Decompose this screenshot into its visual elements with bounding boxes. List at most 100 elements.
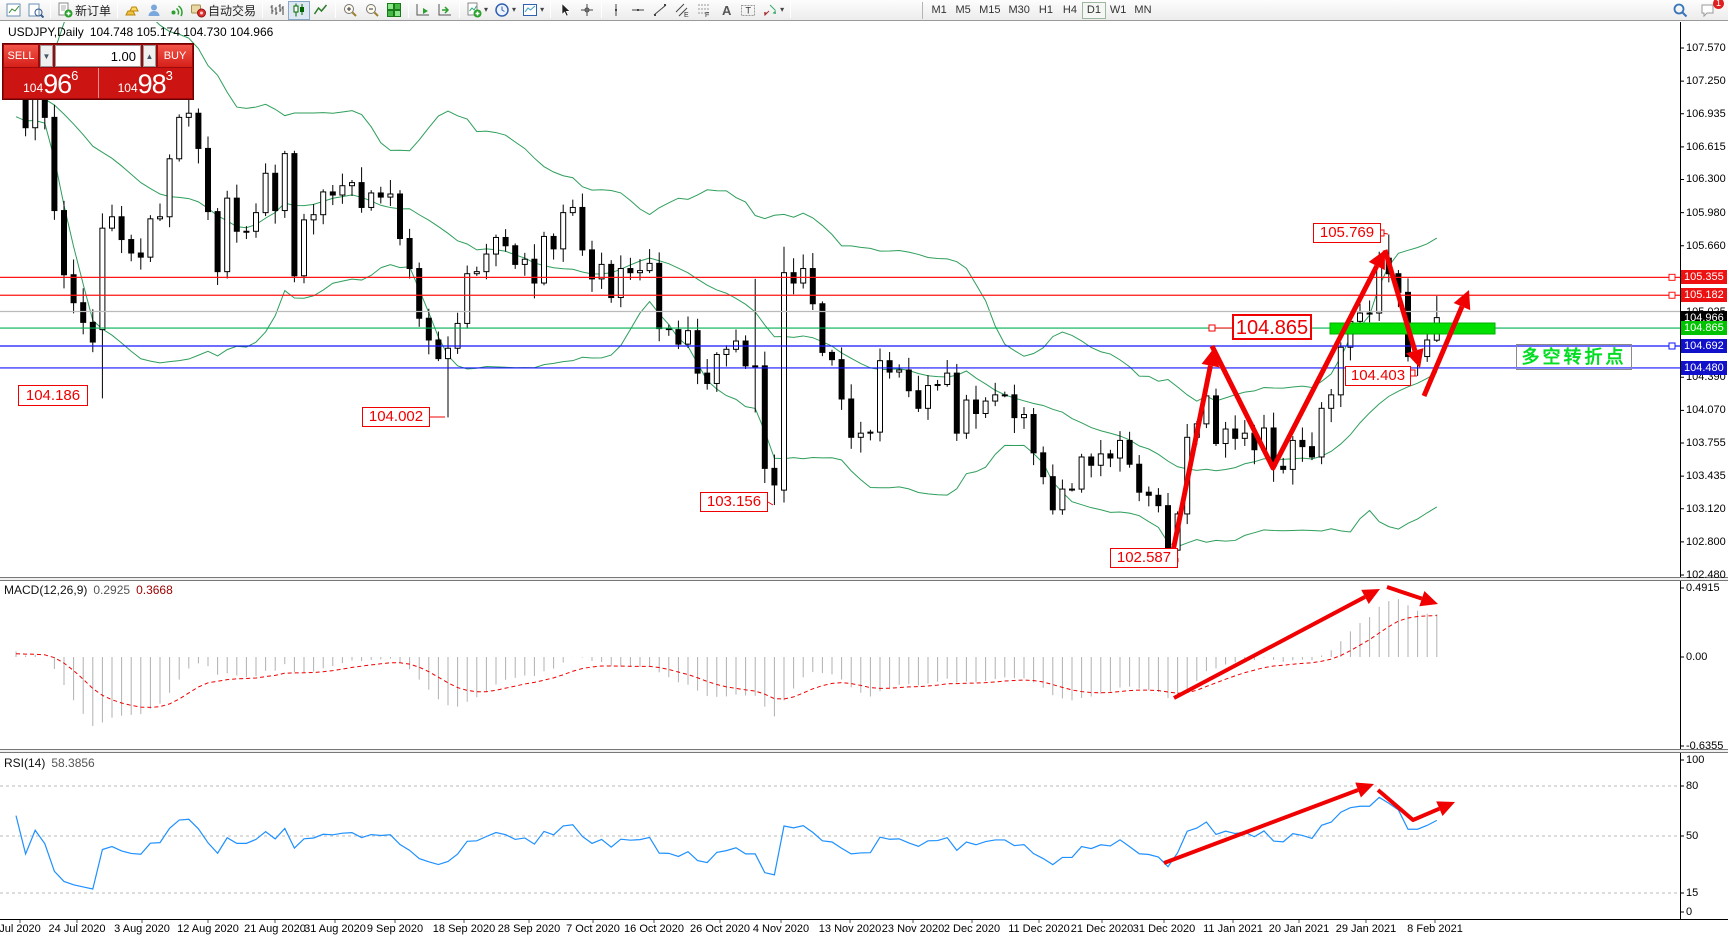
zoom-in-icon bbox=[342, 2, 358, 18]
channel-button[interactable]: E bbox=[671, 1, 693, 20]
vertical-line-button[interactable] bbox=[605, 1, 627, 20]
tab-timeframe-m5[interactable]: M5 bbox=[955, 4, 971, 16]
toolbar-separator bbox=[790, 2, 792, 18]
tab-timeframe-m30[interactable]: M30 bbox=[1008, 4, 1030, 16]
date-axis-label: 13 Nov 2020 bbox=[818, 923, 882, 935]
signals-button[interactable] bbox=[165, 1, 187, 20]
shapes-icon bbox=[762, 2, 778, 18]
annotation-price-label[interactable]: 105.769 bbox=[1313, 223, 1381, 243]
shapes-button[interactable]: ▾ bbox=[759, 1, 787, 20]
toolbar-separator bbox=[408, 2, 410, 18]
toolbar-separator bbox=[262, 2, 264, 18]
annotation-price-label[interactable]: 104.002 bbox=[362, 407, 430, 427]
dropdown-caret-icon[interactable]: ▾ bbox=[512, 5, 517, 14]
price-axis-tick: 106.615 bbox=[1686, 140, 1726, 153]
horizontal-line-button[interactable] bbox=[627, 1, 649, 20]
date-axis-label: 20 Jan 2021 bbox=[1268, 923, 1330, 935]
price-badge: 104.692 bbox=[1681, 339, 1727, 353]
periods-button[interactable]: ▾ bbox=[491, 1, 519, 20]
text-button[interactable]: A bbox=[715, 1, 737, 20]
label-button[interactable]: T bbox=[737, 1, 759, 20]
dropdown-caret-icon[interactable]: ▾ bbox=[484, 5, 489, 14]
fibonacci-button[interactable]: F bbox=[693, 1, 715, 20]
profiles-button[interactable] bbox=[25, 1, 47, 20]
sell-button[interactable]: SELL bbox=[4, 45, 38, 67]
community-button[interactable] bbox=[143, 1, 165, 20]
rsi-axis-tick: 80 bbox=[1686, 780, 1699, 792]
crosshair-button[interactable] bbox=[576, 1, 598, 20]
label-icon: T bbox=[740, 2, 756, 18]
volume-down-button[interactable]: ▼ bbox=[40, 45, 53, 67]
date-axis-label: 4 Nov 2020 bbox=[752, 923, 810, 935]
dropdown-caret-icon[interactable]: ▾ bbox=[780, 5, 785, 14]
macd-value: 0.2925 bbox=[93, 583, 131, 597]
tab-timeframe-m1[interactable]: M1 bbox=[931, 4, 947, 16]
trendline-button[interactable] bbox=[649, 1, 671, 20]
fibonacci-icon: F bbox=[696, 2, 712, 18]
svg-text:T: T bbox=[746, 6, 752, 16]
bar-chart-button[interactable] bbox=[266, 1, 288, 20]
annotation-price-label[interactable]: 104.403 bbox=[1345, 366, 1411, 386]
auto-scroll-button[interactable] bbox=[412, 1, 434, 20]
search-icon bbox=[1672, 2, 1688, 18]
volume-input[interactable] bbox=[55, 45, 141, 67]
cursor-button[interactable] bbox=[554, 1, 576, 20]
date-axis-label: 23 Nov 2020 bbox=[881, 923, 945, 935]
rsi-axis-tick: 15 bbox=[1686, 887, 1699, 899]
rsi-indicator-label: RSI(14) 58.3856 bbox=[4, 756, 95, 770]
volume-up-button[interactable]: ▲ bbox=[143, 45, 156, 67]
tab-timeframe-mn[interactable]: MN bbox=[1134, 4, 1152, 16]
sell-price-button[interactable]: 104 96 6 bbox=[4, 68, 98, 98]
date-axis-label: 9 Sep 2020 bbox=[366, 923, 424, 935]
tile-windows-button[interactable] bbox=[383, 1, 405, 20]
toolbar-separator bbox=[550, 2, 552, 18]
buy-button[interactable]: BUY bbox=[158, 45, 192, 67]
text-icon: A bbox=[718, 2, 734, 18]
search-button[interactable] bbox=[1669, 1, 1691, 20]
toolbar-separator bbox=[459, 2, 461, 18]
rsi-axis-tick: 100 bbox=[1686, 754, 1705, 766]
annotation-price-label[interactable]: 102.587 bbox=[1110, 548, 1178, 568]
templates-icon bbox=[522, 2, 538, 18]
tab-timeframe-m15[interactable]: M15 bbox=[979, 4, 1001, 16]
buy-price-button[interactable]: 104 98 3 bbox=[97, 68, 192, 98]
date-axis-label: 31 Aug 2020 bbox=[304, 923, 366, 935]
date-axis-label: 21 Aug 2020 bbox=[244, 923, 306, 935]
date-axis-label: 31 Dec 2020 bbox=[1132, 923, 1196, 935]
tile-windows-icon bbox=[386, 2, 402, 18]
annotation-price-label[interactable]: 104.865 bbox=[1232, 314, 1312, 340]
toolbar: 新订单 自动交易 ▾ ▾ ▾ E F A T ▾ M1 M5 M15 M30 H1 H4 D1 W1 MN 1 bbox=[0, 0, 1728, 21]
auto-trade-button[interactable]: 自动交易 bbox=[187, 1, 259, 20]
tab-timeframe-d1[interactable]: D1 bbox=[1081, 1, 1106, 19]
chart-shift-button[interactable] bbox=[434, 1, 456, 20]
date-axis-label: 11 Jan 2021 bbox=[1203, 923, 1263, 935]
gold-button[interactable] bbox=[121, 1, 143, 20]
tab-timeframe-h1[interactable]: H1 bbox=[1038, 4, 1053, 16]
chart-header: USDJPY,Daily 104.748 105.174 104.730 104.… bbox=[8, 25, 279, 39]
date-axis-label: 8 Feb 2021 bbox=[1407, 923, 1463, 935]
tab-timeframe-h4[interactable]: H4 bbox=[1062, 4, 1077, 16]
indicators-icon bbox=[466, 2, 482, 18]
ohlc-values: 104.748 105.174 104.730 104.966 bbox=[89, 25, 274, 39]
candlestick-chart-button[interactable] bbox=[288, 0, 311, 20]
macd-axis-tick: 0.4915 bbox=[1686, 582, 1720, 594]
new-order-button[interactable]: 新订单 bbox=[54, 1, 114, 20]
macd-axis-tick: -0.6355 bbox=[1686, 740, 1724, 752]
price-badge: 105.182 bbox=[1681, 288, 1727, 302]
sell-price-big: 96 bbox=[43, 69, 72, 99]
line-chart-button[interactable] bbox=[310, 1, 332, 20]
templates-button[interactable]: ▾ bbox=[519, 1, 547, 20]
cursor-icon bbox=[557, 2, 573, 18]
zoom-in-button[interactable] bbox=[339, 1, 361, 20]
new-chart-button[interactable] bbox=[3, 1, 25, 20]
annotation-price-label[interactable]: 103.156 bbox=[700, 492, 768, 512]
indicators-button[interactable]: ▾ bbox=[463, 1, 491, 20]
turning-point-text-box[interactable]: 多空转折点 bbox=[1516, 344, 1632, 370]
tab-timeframe-w1[interactable]: W1 bbox=[1109, 4, 1127, 16]
gold-icon bbox=[124, 2, 140, 18]
annotation-price-label[interactable]: 104.186 bbox=[18, 385, 88, 406]
dropdown-caret-icon[interactable]: ▾ bbox=[540, 5, 545, 14]
zoom-out-button[interactable] bbox=[361, 1, 383, 20]
